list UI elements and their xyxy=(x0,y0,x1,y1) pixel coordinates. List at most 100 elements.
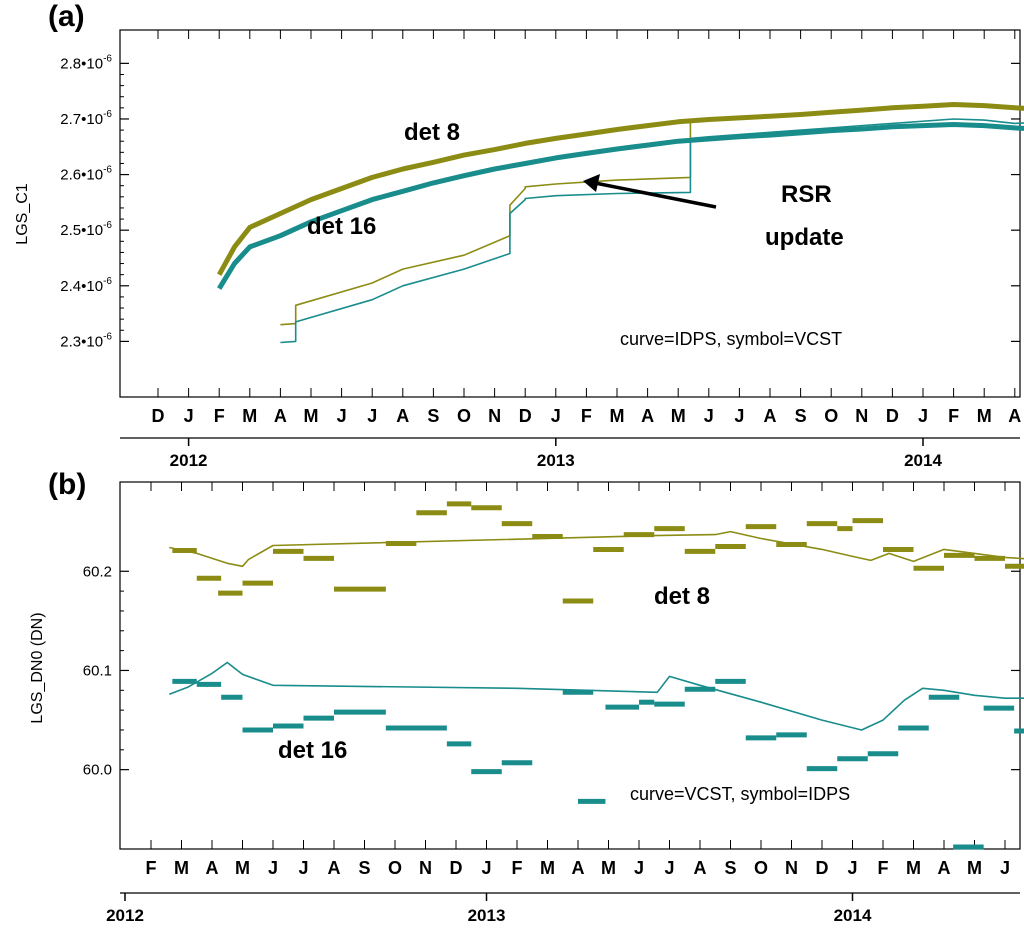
year-label: 2013 xyxy=(468,906,506,925)
x-month-label: F xyxy=(581,406,592,426)
panel-b-plot-frame xyxy=(119,481,1021,850)
x-month-label: O xyxy=(754,858,768,878)
x-month-label: O xyxy=(388,858,402,878)
x-month-label: J xyxy=(481,858,491,878)
x-month-label: S xyxy=(358,858,370,878)
year-label: 2013 xyxy=(537,451,575,470)
x-month-label: A xyxy=(938,858,951,878)
x-month-label: S xyxy=(427,406,439,426)
x-month-label: D xyxy=(519,406,532,426)
x-month-label: F xyxy=(512,858,523,878)
y-tick-label: 2.4•10-6 xyxy=(60,276,112,295)
x-month-label: M xyxy=(977,406,992,426)
y-tick-label: 60.1 xyxy=(83,662,112,679)
series-line xyxy=(169,661,1024,731)
panel-a-update-label: update xyxy=(765,224,844,251)
x-month-label: J xyxy=(298,858,308,878)
x-month-label: A xyxy=(572,858,585,878)
y-tick-label: 2.3•10-6 xyxy=(60,331,112,350)
panel-b-y-axis-title: LGS_DN0 (DN) xyxy=(29,612,46,723)
x-month-label: J xyxy=(704,406,714,426)
x-month-label: M xyxy=(906,858,921,878)
x-month-label: F xyxy=(214,406,225,426)
x-month-label: J xyxy=(918,406,928,426)
x-month-label: S xyxy=(724,858,736,878)
x-month-label: A xyxy=(694,858,707,878)
x-month-label: J xyxy=(734,406,744,426)
panel-a-label: (a) xyxy=(48,0,85,33)
x-month-label: N xyxy=(785,858,798,878)
x-month-label: A xyxy=(764,406,777,426)
series-line xyxy=(280,118,1024,344)
year-label: 2012 xyxy=(106,906,144,925)
panel-a-det16-label: det 16 xyxy=(307,213,376,240)
panel-a-legend-note: curve=IDPS, symbol=VCST xyxy=(620,329,842,349)
x-month-label: J xyxy=(847,858,857,878)
panel-a-x-ticks: DJFMAMJJASONDJFMAMJJASONDJFMAMJJAS xyxy=(152,30,1021,426)
x-month-label: N xyxy=(419,858,432,878)
panel-a-series xyxy=(217,102,1024,344)
x-month-label: J xyxy=(634,858,644,878)
y-tick-label: 2.5•10-6 xyxy=(60,220,112,239)
panel-b-y-ticks: 60.0 60.1 60.2 xyxy=(83,563,1020,779)
x-month-label: A xyxy=(396,406,409,426)
x-month-label: O xyxy=(824,406,838,426)
y-tick-label: 2.7•10-6 xyxy=(60,109,112,128)
panel-b-legend-note: curve=VCST, symbol=IDPS xyxy=(630,784,850,804)
y-tick-label: 60.2 xyxy=(83,563,112,580)
x-month-label: M xyxy=(304,406,319,426)
x-month-label: D xyxy=(816,858,829,878)
series-line xyxy=(169,530,1024,568)
panel-a: (a) LGS_C1 2.3•10-6 2.4•10-6 2.5•10-6 2.6•1… xyxy=(14,0,1024,470)
x-month-label: N xyxy=(488,406,501,426)
x-month-label: M xyxy=(967,858,982,878)
x-month-label: O xyxy=(457,406,471,426)
year-label: 2014 xyxy=(834,906,872,925)
series-line xyxy=(280,102,1024,326)
panel-a-rsr-label: RSR xyxy=(781,181,832,208)
x-month-label: F xyxy=(146,858,157,878)
x-month-label: J xyxy=(664,858,674,878)
panel-a-plot-frame xyxy=(119,29,1021,398)
panel-a-y-axis-title: LGS_C1 xyxy=(14,183,31,244)
x-month-label: A xyxy=(274,406,287,426)
x-month-label: F xyxy=(948,406,959,426)
x-month-label: F xyxy=(878,858,889,878)
year-label: 2012 xyxy=(170,451,208,470)
x-month-label: S xyxy=(795,406,807,426)
panel-b-det16-label: det 16 xyxy=(278,737,347,764)
x-month-label: A xyxy=(328,858,341,878)
x-month-label: M xyxy=(671,406,686,426)
x-month-label: M xyxy=(242,406,257,426)
x-month-label: M xyxy=(174,858,189,878)
x-month-label: M xyxy=(540,858,555,878)
x-month-label: D xyxy=(450,858,463,878)
x-month-label: J xyxy=(1000,858,1010,878)
x-month-label: N xyxy=(855,406,868,426)
x-month-label: D xyxy=(886,406,899,426)
x-month-label: M xyxy=(235,858,250,878)
year-label: 2014 xyxy=(904,451,942,470)
x-month-label: J xyxy=(337,406,347,426)
y-tick-label: 2.8•10-6 xyxy=(60,53,112,72)
x-month-label: A xyxy=(206,858,219,878)
x-month-label: A xyxy=(1008,406,1021,426)
series-line xyxy=(217,122,1024,290)
panel-a-rsr-arrow xyxy=(594,181,717,209)
panel-b-det8-label: det 8 xyxy=(654,583,710,610)
panel-a-y-ticks: 2.3•10-6 2.4•10-6 2.5•10-6 2.6•10-6 2.7•10-6… xyxy=(60,53,1020,350)
x-month-label: J xyxy=(551,406,561,426)
x-month-label: J xyxy=(184,406,194,426)
x-month-label: M xyxy=(610,406,625,426)
y-tick-label: 2.6•10-6 xyxy=(60,165,112,184)
x-month-label: M xyxy=(601,858,616,878)
panel-b-x-ticks: FMAMJJASONDJFMAMJJASONDJFMAMJJAS xyxy=(146,482,1010,878)
x-month-label: J xyxy=(268,858,278,878)
panel-a-det8-label: det 8 xyxy=(404,119,460,146)
panel-a-rsr-arrowhead xyxy=(583,174,600,192)
panel-a-year-ticks: 2012 2013 2014 xyxy=(170,438,942,470)
panel-b-label: (b) xyxy=(48,468,86,501)
x-month-label: A xyxy=(641,406,654,426)
